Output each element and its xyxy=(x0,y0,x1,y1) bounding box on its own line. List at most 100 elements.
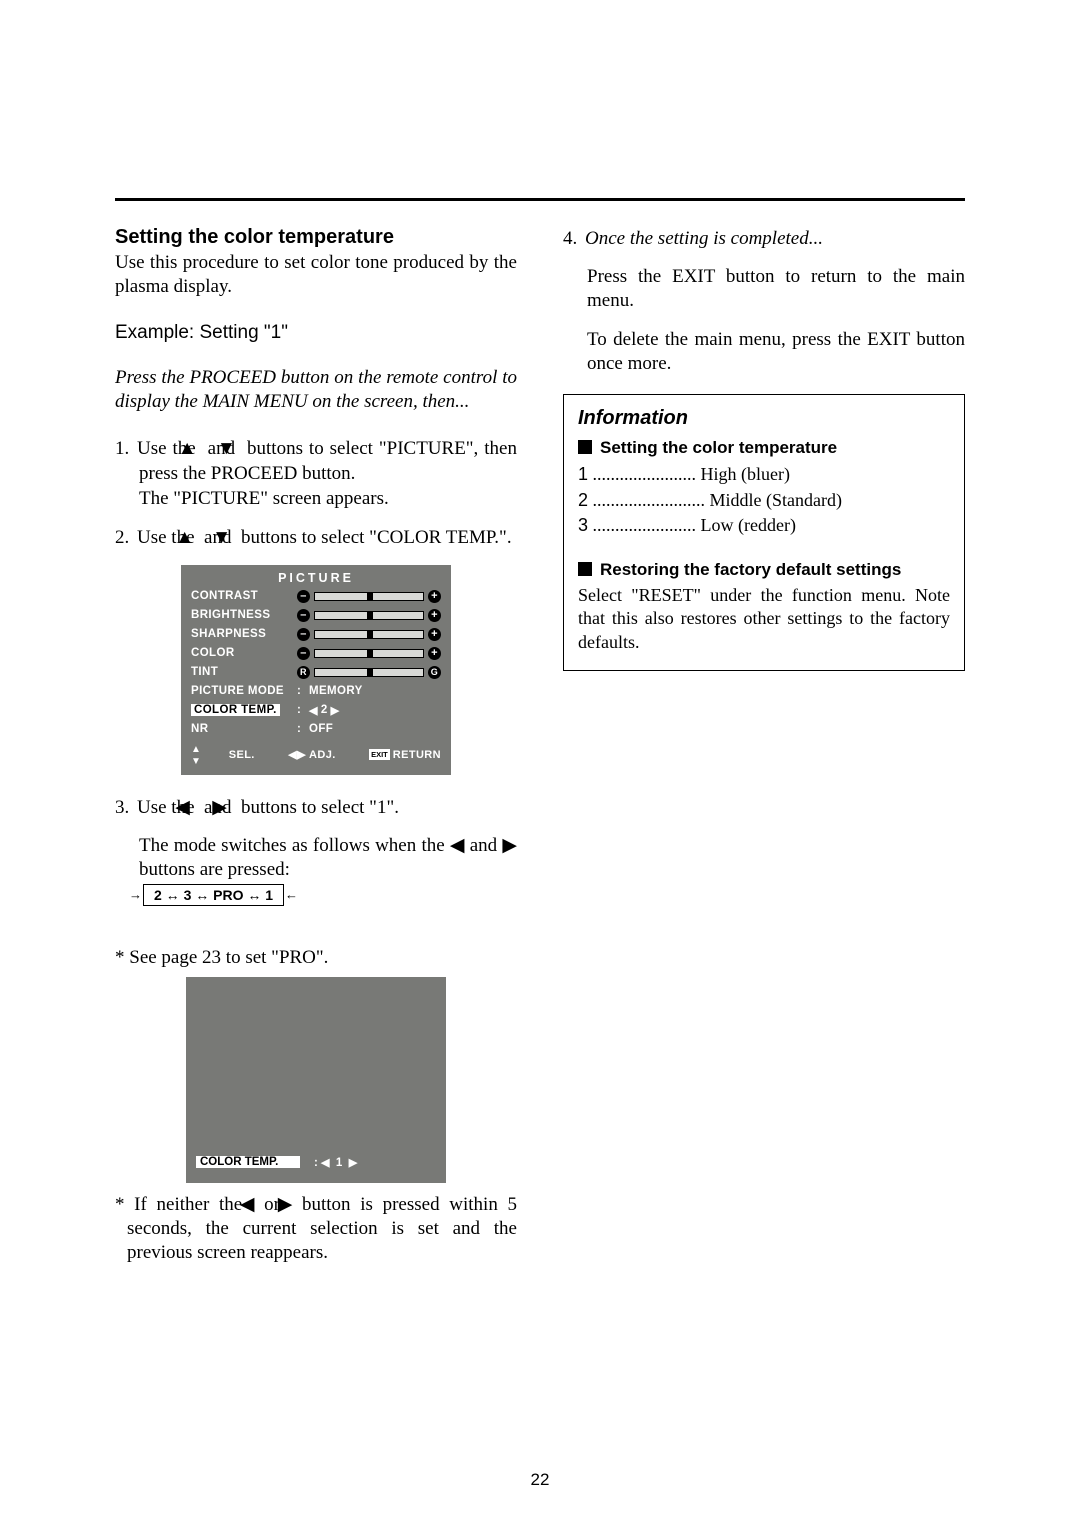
slider-track xyxy=(314,630,424,639)
section-heading: Setting the color temperature xyxy=(115,226,517,249)
minus-icon: – xyxy=(297,609,310,622)
osd-row-contrast: CONTRAST – + xyxy=(191,587,441,606)
plus-icon: + xyxy=(428,609,441,622)
osd-label-color: COLOR xyxy=(191,647,297,659)
minus-icon: – xyxy=(297,590,310,603)
osd2-area xyxy=(186,977,446,1152)
plus-icon: + xyxy=(428,590,441,603)
info-l1-k: 1 xyxy=(578,464,588,484)
right-triangle-icon: ▶ xyxy=(331,704,340,717)
info-l1-v: High (bluer) xyxy=(701,464,790,484)
osd-footer-return: RETURN xyxy=(393,749,441,761)
osd2-bar: COLOR TEMP. : ◀ 1 ▶ xyxy=(186,1152,446,1173)
info-sub1: Setting the color temperature xyxy=(578,438,950,458)
preamble: Press the PROCEED button on the remote c… xyxy=(115,366,517,415)
osd-label-contrast: CONTRAST xyxy=(191,590,297,602)
slider-track xyxy=(314,649,424,658)
osd-label-brightness: BRIGHTNESS xyxy=(191,609,297,621)
arrow-left-icon: ← xyxy=(285,887,298,902)
osd-footer-adj: ADJ. xyxy=(309,749,336,761)
step-3-note: The mode switches as follows when the ◀ … xyxy=(115,834,517,883)
step-3d-b: and xyxy=(465,835,503,856)
step-1-d: The "PICTURE" screen appears. xyxy=(139,488,389,509)
step-4a: Press the EXIT button to return to the m… xyxy=(563,265,965,314)
step-3d-c: buttons are pressed: xyxy=(139,859,290,880)
r-icon: R xyxy=(297,666,310,679)
info-l2-k: 2 xyxy=(578,490,588,510)
osd-picture-panel: PICTURE CONTRAST – + BRIGHTNESS – + SHARPN… xyxy=(181,565,451,775)
step-2-c: buttons to select "COLOR TEMP.". xyxy=(236,527,511,548)
footnote-a: * If neither the xyxy=(115,1194,252,1215)
osd-colortemp-panel: COLOR TEMP. : ◀ 1 ▶ xyxy=(186,977,446,1183)
osd-value-nr: OFF xyxy=(309,723,333,735)
info-sub1-text: Setting the color temperature xyxy=(600,438,837,457)
exit-badge: EXIT xyxy=(369,749,390,760)
step-2: 2.Use the ▲ and ▼ buttons to select "COL… xyxy=(115,525,517,550)
osd-row-tint: TINT R G xyxy=(191,663,441,682)
slider-track xyxy=(314,668,424,677)
page-content: Setting the color temperature Use this p… xyxy=(115,200,965,1266)
slider-track xyxy=(314,592,424,601)
osd-row-color: COLOR –+ xyxy=(191,644,441,663)
osd-row-sharpness: SHARPNESS – + xyxy=(191,625,441,644)
info-sub2: Restoring the factory default settings xyxy=(578,560,950,580)
info-line-2: 2 ......................... Middle (Stan… xyxy=(578,488,950,513)
right-triangle-icon: ▶ xyxy=(349,1157,357,1169)
step-4: 4.Once the setting is completed... xyxy=(563,226,965,251)
page-number: 22 xyxy=(0,1470,1080,1490)
osd-value-ctemp: 2 xyxy=(321,704,328,716)
step-3-c: buttons to select "1". xyxy=(236,797,399,818)
intro-text: Use this procedure to set color tone pro… xyxy=(115,251,517,300)
info-l3-k: 3 xyxy=(578,515,588,535)
right-triangle-icon: ▶ xyxy=(297,749,306,761)
step-3d-a: The mode switches as follows when the xyxy=(139,835,450,856)
square-bullet-icon xyxy=(578,440,592,454)
plus-icon: + xyxy=(428,647,441,660)
info-line-1: 1 ....................... High (bluer) xyxy=(578,462,950,487)
left-triangle-icon: ◀ xyxy=(309,704,318,717)
osd-value-pmode: MEMORY xyxy=(309,685,363,697)
cycle-text: 2 ↔ 3 ↔ PRO ↔ 1 xyxy=(143,884,284,906)
osd-footer: ▲▼ SEL. ◀▶ ADJ. EXITRETURN xyxy=(191,743,441,767)
arrow-right-icon: → xyxy=(129,887,142,902)
osd-label-ctemp-highlighted: COLOR TEMP. xyxy=(191,704,280,716)
info-p2: Select "RESET" under the function menu. … xyxy=(578,584,950,654)
step-4-lead: Once the setting is completed... xyxy=(585,228,823,249)
step-1: 1.Use the ▲ and ▼ buttons to select "PIC… xyxy=(115,436,517,511)
step-4b: To delete the main menu, press the EXIT … xyxy=(563,328,965,377)
osd2-value: 1 xyxy=(336,1157,342,1169)
osd-row-nr: NR : OFF xyxy=(191,720,441,739)
right-triangle-icon: ▶ xyxy=(502,834,517,858)
info-sub2-text: Restoring the factory default settings xyxy=(600,560,901,579)
mode-cycle-diagram: → 2 ↔ 3 ↔ PRO ↔ 1 ← xyxy=(143,884,284,906)
see-pro-note: * See page 23 to set "PRO". xyxy=(115,946,517,970)
left-column: Setting the color temperature Use this p… xyxy=(115,200,517,1266)
osd2-label: COLOR TEMP. xyxy=(196,1156,300,1168)
footnote: * If neither the ◀ or ▶ button is presse… xyxy=(115,1193,517,1266)
osd-label-tint: TINT xyxy=(191,666,297,678)
information-box: Information Setting the color temperatur… xyxy=(563,394,965,671)
osd-label-nr: NR xyxy=(191,723,297,735)
square-bullet-icon xyxy=(578,562,592,576)
slider-track xyxy=(314,611,424,620)
plus-icon: + xyxy=(428,628,441,641)
minus-icon: – xyxy=(297,628,310,641)
osd-row-brightness: BRIGHTNESS – + xyxy=(191,606,441,625)
right-column: 4.Once the setting is completed... Press… xyxy=(563,200,965,1266)
info-l3-v: Low (redder) xyxy=(701,515,796,535)
left-triangle-icon: ◀ xyxy=(288,749,297,761)
osd-title: PICTURE xyxy=(191,571,441,585)
info-title: Information xyxy=(578,407,950,430)
osd-row-color-temp: COLOR TEMP. : ◀ 2 ▶ xyxy=(191,701,441,720)
left-triangle-icon: ◀ xyxy=(321,1157,329,1169)
updown-icon: ▲▼ xyxy=(191,744,201,767)
osd-row-picture-mode: PICTURE MODE : MEMORY xyxy=(191,682,441,701)
step-3: 3.Use the ◀ and ▶ buttons to select "1". xyxy=(115,795,517,820)
info-l2-v: Middle (Standard) xyxy=(710,490,842,510)
example-label: Example: Setting "1" xyxy=(115,322,517,344)
osd-label-pmode: PICTURE MODE xyxy=(191,685,297,697)
left-triangle-icon: ◀ xyxy=(450,834,465,858)
info-line-3: 3 ....................... Low (redder) xyxy=(578,513,950,538)
osd-label-sharpness: SHARPNESS xyxy=(191,628,297,640)
g-icon: G xyxy=(428,666,441,679)
